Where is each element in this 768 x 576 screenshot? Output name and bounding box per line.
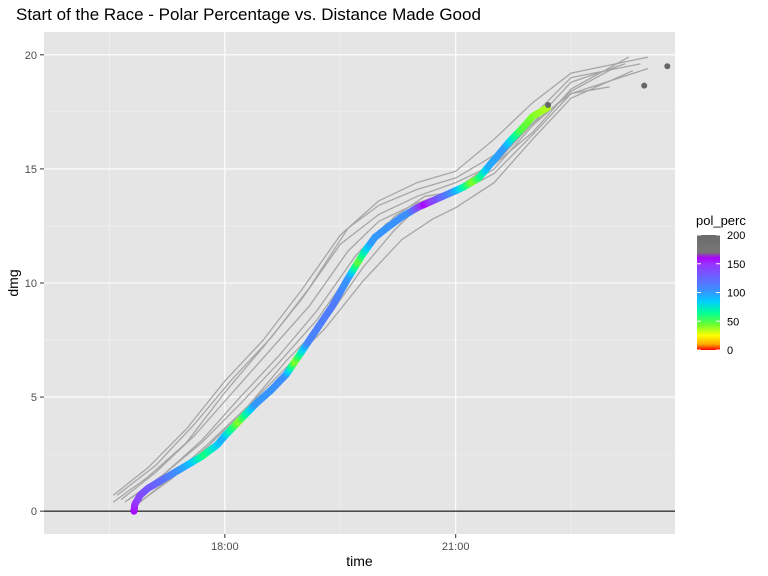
endpoint-markers [545, 63, 671, 109]
y-tick-label: 20 [25, 50, 37, 62]
legend-title: pol_perc [696, 213, 746, 228]
y-tick-label: 10 [25, 278, 37, 290]
legend-colorbar [697, 235, 720, 350]
legend-tick-label: 100 [727, 288, 745, 300]
legend-tick-label: 0 [727, 345, 733, 357]
endpoint-marker [545, 102, 552, 109]
y-tick-label: 15 [25, 164, 37, 176]
y-tick-label: 0 [31, 506, 37, 518]
x-tick-label: 18:00 [211, 541, 239, 553]
series-line [112, 56, 649, 496]
x-axis-title: time [346, 553, 373, 569]
endpoint-marker [641, 82, 648, 89]
endpoint-marker [664, 63, 671, 70]
chart-title: Start of the Race - Polar Percentage vs.… [16, 5, 481, 24]
legend-tick-label: 150 [727, 259, 745, 271]
y-tick-label: 5 [31, 392, 37, 404]
track-points [130, 104, 552, 515]
legend-ticks: 0 50 100 150 200 [697, 230, 745, 357]
y-axis-title: dmg [5, 269, 21, 296]
x-axis-ticks: 18:00 21:00 [211, 534, 469, 553]
series-line [112, 56, 630, 503]
y-axis-ticks: 0 5 10 15 20 [25, 50, 44, 518]
legend: pol_perc 0 50 100 150 200 [696, 213, 746, 357]
series-line [139, 67, 649, 503]
x-tick-label: 21:00 [442, 541, 470, 553]
legend-tick-label: 200 [727, 230, 745, 242]
legend-tick-label: 50 [727, 316, 739, 328]
series-line [135, 70, 633, 505]
